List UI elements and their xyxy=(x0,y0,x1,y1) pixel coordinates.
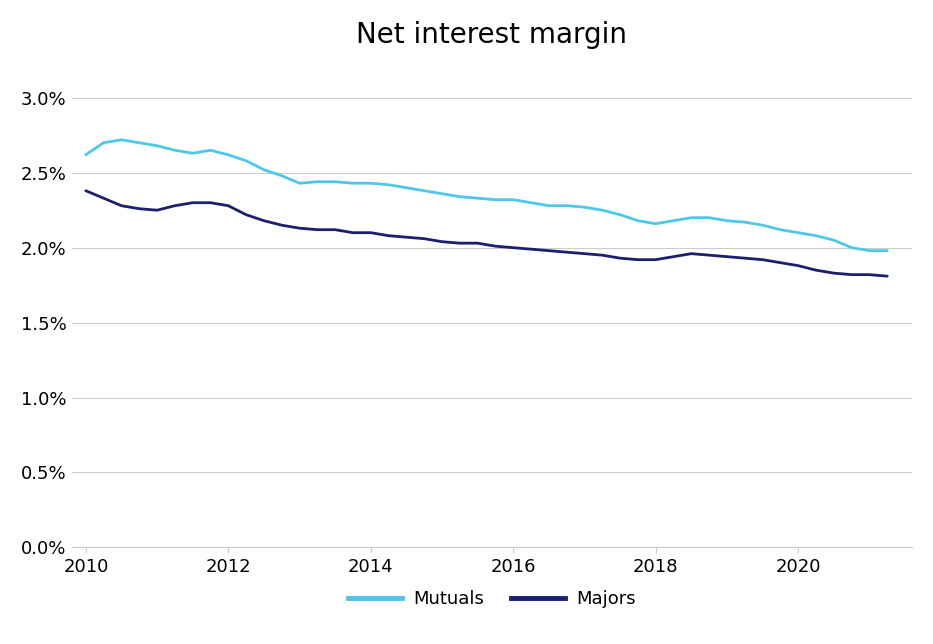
Majors xyxy=(615,254,626,262)
Majors xyxy=(864,270,875,278)
Majors xyxy=(578,250,590,258)
Majors xyxy=(721,253,732,261)
Majors xyxy=(686,250,697,258)
Majors xyxy=(757,256,768,263)
Mutuals xyxy=(597,206,608,214)
Majors xyxy=(329,226,341,234)
Mutuals xyxy=(846,244,857,252)
Mutuals xyxy=(472,194,483,202)
Mutuals xyxy=(578,204,590,211)
Majors xyxy=(633,256,644,263)
Mutuals xyxy=(490,196,501,204)
Majors xyxy=(169,202,180,209)
Majors xyxy=(668,253,679,261)
Mutuals xyxy=(561,202,572,209)
Majors xyxy=(223,202,234,209)
Line: Majors: Majors xyxy=(86,191,887,276)
Mutuals xyxy=(454,193,466,200)
Mutuals xyxy=(703,214,715,222)
Majors xyxy=(650,256,661,263)
Mutuals xyxy=(739,218,750,226)
Majors xyxy=(597,251,608,259)
Mutuals xyxy=(347,180,358,187)
Mutuals xyxy=(80,151,91,158)
Majors xyxy=(437,238,448,245)
Mutuals xyxy=(133,139,145,147)
Majors xyxy=(739,254,750,262)
Mutuals xyxy=(419,187,430,194)
Mutuals xyxy=(793,229,804,236)
Mutuals xyxy=(98,139,109,147)
Majors xyxy=(383,232,394,240)
Mutuals xyxy=(650,220,661,227)
Mutuals xyxy=(811,232,822,240)
Mutuals xyxy=(686,214,697,222)
Majors xyxy=(419,235,430,243)
Mutuals xyxy=(829,236,840,244)
Mutuals xyxy=(205,146,216,154)
Majors xyxy=(525,245,536,253)
Majors xyxy=(811,266,822,274)
Majors xyxy=(365,229,376,236)
Majors xyxy=(294,224,305,232)
Mutuals xyxy=(116,136,127,144)
Majors xyxy=(80,187,91,194)
Mutuals xyxy=(169,146,180,154)
Majors xyxy=(151,206,162,214)
Majors xyxy=(846,270,857,278)
Mutuals xyxy=(721,217,732,225)
Mutuals xyxy=(312,178,323,185)
Mutuals xyxy=(241,157,252,165)
Mutuals xyxy=(615,211,626,218)
Mutuals xyxy=(437,190,448,198)
Mutuals xyxy=(223,151,234,158)
Majors xyxy=(241,211,252,218)
Majors xyxy=(276,222,287,229)
Majors xyxy=(703,251,715,259)
Mutuals xyxy=(294,180,305,187)
Mutuals xyxy=(774,226,786,234)
Majors xyxy=(793,262,804,270)
Majors xyxy=(133,205,145,213)
Majors xyxy=(543,247,554,254)
Mutuals xyxy=(258,166,270,174)
Majors xyxy=(258,217,270,225)
Mutuals xyxy=(882,247,893,254)
Title: Net interest margin: Net interest margin xyxy=(356,21,627,49)
Majors xyxy=(401,233,412,241)
Mutuals xyxy=(188,149,199,157)
Majors xyxy=(188,199,199,207)
Mutuals xyxy=(543,202,554,209)
Majors xyxy=(312,226,323,234)
Majors xyxy=(882,272,893,280)
Mutuals xyxy=(401,184,412,191)
Mutuals xyxy=(864,247,875,254)
Majors xyxy=(116,202,127,209)
Majors xyxy=(347,229,358,236)
Mutuals xyxy=(276,172,287,180)
Majors xyxy=(98,194,109,202)
Majors xyxy=(472,240,483,247)
Mutuals xyxy=(383,181,394,189)
Majors xyxy=(774,259,786,267)
Legend: Mutuals, Majors: Mutuals, Majors xyxy=(341,583,643,615)
Majors xyxy=(454,240,466,247)
Majors xyxy=(561,249,572,256)
Mutuals xyxy=(757,222,768,229)
Mutuals xyxy=(525,199,536,207)
Majors xyxy=(508,244,519,252)
Mutuals xyxy=(668,217,679,225)
Mutuals xyxy=(151,142,162,149)
Line: Mutuals: Mutuals xyxy=(86,140,887,251)
Majors xyxy=(490,242,501,250)
Mutuals xyxy=(508,196,519,204)
Majors xyxy=(205,199,216,207)
Mutuals xyxy=(329,178,341,185)
Mutuals xyxy=(365,180,376,187)
Mutuals xyxy=(633,217,644,225)
Majors xyxy=(829,269,840,277)
